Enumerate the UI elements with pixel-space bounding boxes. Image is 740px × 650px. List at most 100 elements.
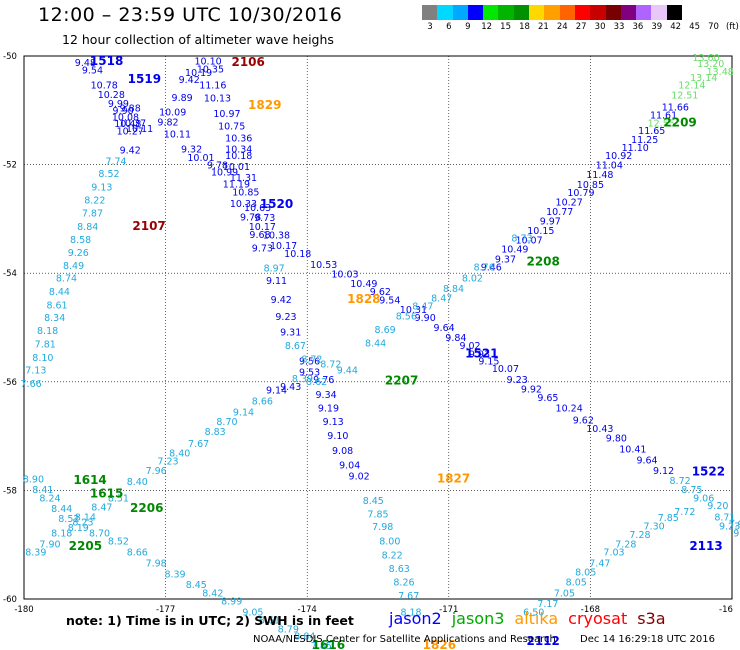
wave-height-point: 9.65 bbox=[537, 393, 558, 404]
wave-height-point: 10.31 bbox=[400, 305, 427, 316]
wave-height-point: 11.66 bbox=[662, 102, 689, 113]
pass-time-label: 2207 bbox=[385, 374, 418, 388]
wave-height-point: 10.48 bbox=[114, 119, 141, 130]
wave-height-point: 9.10 bbox=[327, 431, 348, 442]
wave-height-point: 10.27 bbox=[556, 197, 583, 208]
wave-height-point: 10.01 bbox=[187, 153, 214, 164]
wave-height-point: 9.56 bbox=[299, 356, 320, 367]
wave-height-point: 12.14 bbox=[678, 81, 705, 92]
data-points: 9.489.5410.7810.289.999.9010.0810.4810.2… bbox=[21, 53, 740, 650]
wave-height-point: 7.74 bbox=[105, 157, 126, 168]
colorbar-swatch bbox=[467, 5, 484, 20]
y-tick-label: -60 bbox=[3, 595, 17, 605]
pass-time-label: 1520 bbox=[260, 197, 293, 211]
y-tick-label: -52 bbox=[3, 161, 17, 171]
pass-time-label: 1827 bbox=[437, 471, 470, 485]
wave-height-point: 12.51 bbox=[671, 90, 698, 101]
wave-height-point: 10.28 bbox=[98, 90, 125, 101]
wave-height-point: 9.92 bbox=[521, 385, 542, 396]
wave-height-point: 10.38 bbox=[263, 230, 290, 241]
wave-height-point: 8.23 bbox=[72, 518, 93, 529]
wave-height-point: 8.44 bbox=[365, 339, 386, 350]
wave-height-point: 10.85 bbox=[577, 180, 604, 191]
wave-height-point: 13.60 bbox=[692, 53, 719, 64]
wave-height-point: 10.36 bbox=[225, 133, 252, 144]
wave-height-point: 9.06 bbox=[693, 493, 714, 504]
wave-height-point: 8.05 bbox=[566, 577, 587, 588]
colorbar-swatch bbox=[559, 5, 575, 20]
wave-height-point: 10.08 bbox=[112, 113, 139, 124]
wave-height-point: 8.63 bbox=[389, 564, 410, 575]
wave-height-point: 7.90 bbox=[39, 539, 60, 550]
wave-height-point: 8.66 bbox=[252, 397, 273, 408]
wave-height-point: 9.42 bbox=[120, 146, 141, 157]
wave-height-point: 9.89 bbox=[172, 93, 193, 104]
pass-labels: 1518 1519 2106 1829 1520 2107 1828 1521 2207 2208… bbox=[69, 54, 725, 650]
wave-height-point: 11.25 bbox=[631, 135, 658, 146]
wave-height-point: 7.66 bbox=[21, 379, 42, 390]
wave-height-point: 10.10 bbox=[194, 57, 221, 68]
colorbar-swatch bbox=[636, 5, 652, 20]
wave-height-point: 7.30 bbox=[644, 521, 665, 532]
pass-time-label: 2206 bbox=[130, 501, 163, 515]
pass-time-label: 1828 bbox=[347, 292, 380, 306]
wave-height-point: 9.44 bbox=[337, 366, 358, 377]
wave-height-point: 10.49 bbox=[501, 245, 528, 256]
wave-height-point: 8.24 bbox=[39, 493, 60, 504]
wave-height-point: 8.47 bbox=[91, 502, 112, 513]
wave-height-point: 9.02 bbox=[459, 341, 480, 352]
pass-time-label: 1614 bbox=[73, 473, 106, 487]
wave-height-point: 10.78 bbox=[91, 81, 118, 92]
wave-height-point: 7.28 bbox=[629, 530, 650, 541]
pass-time-label: 2208 bbox=[526, 255, 559, 269]
colorbar-swatch bbox=[666, 5, 683, 20]
wave-height-point: 8.69 bbox=[375, 325, 396, 336]
colorbar-swatch bbox=[452, 5, 468, 20]
legend-entry-jason2: jason2 bbox=[389, 609, 442, 628]
colorbar-label: 39 bbox=[651, 22, 663, 32]
wave-height-point: 8.52 bbox=[108, 537, 129, 548]
wave-height-point: 13.14 bbox=[690, 73, 717, 84]
wave-height-point: 7.85 bbox=[311, 641, 332, 650]
colorbar-swatch bbox=[544, 5, 560, 20]
wave-height-point: 10.63 bbox=[244, 203, 271, 214]
wave-height-point: 9.13 bbox=[323, 417, 344, 428]
wave-height-point: 9.54 bbox=[379, 296, 400, 307]
wave-height-point: 9.46 bbox=[481, 262, 502, 273]
wave-height-point: 9.64 bbox=[434, 323, 455, 334]
colorbar-label: (ft) bbox=[725, 22, 739, 32]
wave-height-point: 8.26 bbox=[393, 577, 414, 588]
wave-height-point: 9.64 bbox=[636, 455, 657, 466]
wave-height-point: 10.33 bbox=[230, 199, 257, 210]
wave-height-point: 8.45 bbox=[186, 580, 207, 591]
wave-height-point: 9.54 bbox=[82, 65, 103, 76]
wave-height-point: 8.58 bbox=[70, 235, 91, 246]
wave-height-point: 8.97 bbox=[264, 264, 285, 275]
wave-height-point: 8.75 bbox=[681, 485, 702, 496]
wave-height-point: 8.22 bbox=[382, 550, 403, 561]
wave-height-point: 8.05 bbox=[575, 568, 596, 579]
colorbar-label: 42 bbox=[670, 22, 682, 32]
note-text: note: 1) Time is in UTC; 2) SWH is in fe… bbox=[66, 613, 354, 628]
wave-height-point: 9.23 bbox=[275, 312, 296, 323]
pass-time-label: 2205 bbox=[69, 539, 102, 553]
wave-height-point: 9.23 bbox=[719, 521, 740, 532]
wave-height-point: 8.56 bbox=[396, 311, 417, 322]
wave-height-point: 10.11 bbox=[164, 129, 191, 140]
colorbar-label: 15 bbox=[500, 22, 511, 32]
wave-height-point: 9.88 bbox=[120, 103, 141, 114]
colorbar-swatch bbox=[529, 5, 545, 20]
wave-height-point: 8.76 bbox=[474, 262, 495, 273]
pass-time-label: 1826 bbox=[423, 638, 456, 650]
wave-height-point: 7.23 bbox=[157, 456, 178, 467]
colorbar-swatch bbox=[605, 5, 621, 20]
wave-height-point: 8.45 bbox=[363, 496, 384, 507]
wave-height-point: 10.49 bbox=[350, 279, 377, 290]
wave-height-point: 7.85 bbox=[658, 513, 679, 524]
x-tick-label: -168 bbox=[581, 605, 600, 615]
pass-time-label: 1616 bbox=[312, 638, 345, 650]
wave-height-point: 11.10 bbox=[622, 143, 649, 154]
wave-height-point: 9.90 bbox=[113, 106, 134, 117]
wave-height-point: 10.03 bbox=[331, 270, 358, 281]
wave-height-point: 9.43 bbox=[280, 382, 301, 393]
